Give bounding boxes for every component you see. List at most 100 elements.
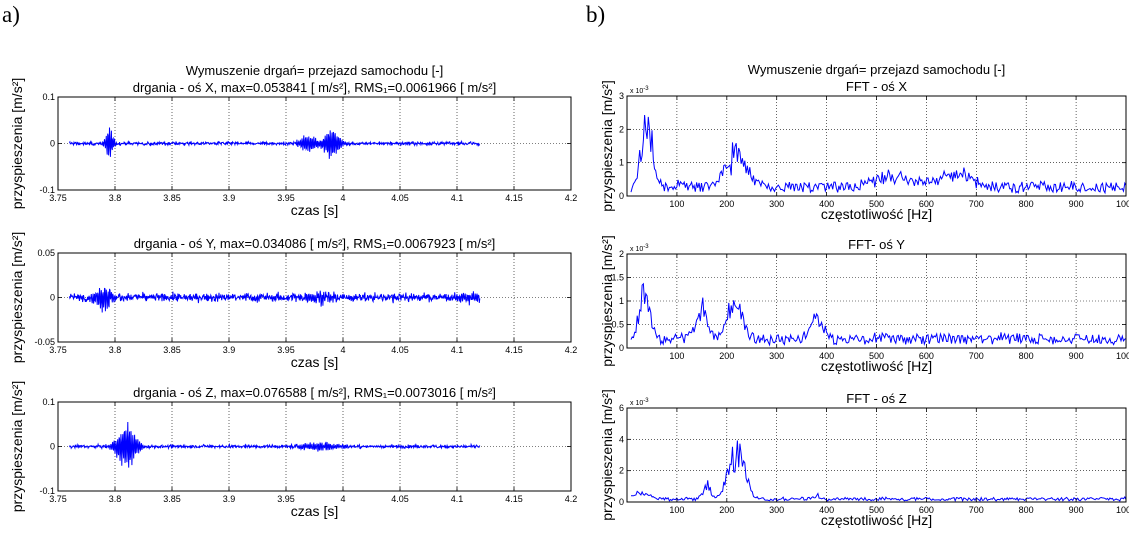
chart-title: FFT- oś Y: [848, 237, 905, 252]
x-axis-label: czas [s]: [291, 354, 338, 370]
x-axis-label: częstotliwość [Hz]: [821, 512, 932, 528]
x-tick-label: 100: [669, 351, 684, 361]
y-tick-label: 4: [619, 434, 624, 444]
x-tick-label: 200: [719, 199, 734, 209]
x-tick-label: 400: [819, 351, 834, 361]
x-tick-label: 300: [769, 199, 784, 209]
x-tick-label: 4: [340, 345, 345, 355]
y-tick-label: 0: [50, 139, 55, 149]
x-tick-label: 3.75: [49, 193, 67, 203]
y-tick-label: 3: [619, 91, 624, 101]
y-tick-label: 0: [619, 497, 624, 507]
x-tick-label: 300: [769, 505, 784, 515]
x-tick-label: 900: [1069, 199, 1084, 209]
x-tick-label: 500: [869, 351, 884, 361]
x-tick-label: 4.1: [451, 345, 464, 355]
series-line-a1: [68, 127, 481, 159]
x-tick-label: 4.05: [391, 193, 409, 203]
x-tick-label: 500: [869, 505, 884, 515]
x-tick-label: 3.95: [277, 193, 295, 203]
x-tick-label: 4.05: [391, 494, 409, 504]
y-tick-label: -0.1: [39, 185, 55, 195]
x-tick-label: 600: [919, 199, 934, 209]
y-axis-label: przyspieszenia [m/s²]: [599, 389, 615, 520]
chart-suptitle: Wymuszenie drgań= przejazd samochodu [-]: [186, 63, 443, 78]
y-axis-label: przyspieszenia [m/s²]: [9, 232, 25, 363]
y-scale-note: x 10-3: [630, 398, 649, 407]
x-tick-label: 800: [1019, 351, 1034, 361]
x-tick-label: 3.95: [277, 494, 295, 504]
x-tick-label: 3.75: [49, 494, 67, 504]
chart-suptitle: Wymuszenie drgań= przejazd samochodu [-]: [748, 62, 1005, 77]
plot-area: [627, 408, 1126, 502]
y-tick-label: 0.5: [611, 320, 624, 330]
chart-a1: 3.75 3.8 3.85 3.9 3.95 4 4.05 4.1 4.15 4.2 -0.1 0 0.…: [9, 63, 577, 218]
chart-a3: 3.75 3.8 3.85 3.9 3.95 4 4.05 4.1 4.15 4.2 -0.1 0 0.…: [9, 381, 577, 519]
x-tick-label: 4: [340, 494, 345, 504]
x-tick-label: 600: [919, 505, 934, 515]
x-tick-label: 3.85: [163, 345, 181, 355]
y-axis-label: przyspieszenia [m/s²]: [9, 381, 25, 512]
series-line-b2: [630, 282, 1127, 347]
y-tick-label: 1: [619, 158, 624, 168]
x-tick-label: 3.75: [49, 345, 67, 355]
y-tick-label: 0: [619, 191, 624, 201]
y-axis-label: przyspieszenia [m/s²]: [9, 78, 25, 209]
x-tick-label: 700: [969, 199, 984, 209]
y-tick-label: 0: [619, 343, 624, 353]
y-tick-label: 0: [50, 293, 55, 303]
panel-label-a: a): [2, 2, 20, 27]
chart-a2: 3.75 3.8 3.85 3.9 3.95 4 4.05 4.1 4.15 4.2 -0.05 0 0…: [9, 232, 577, 370]
x-tick-label: 300: [769, 351, 784, 361]
x-tick-label: 3.8: [109, 193, 122, 203]
y-tick-label: -0.1: [39, 486, 55, 496]
series-line-a3: [68, 421, 481, 468]
x-tick-label: 4.1: [451, 193, 464, 203]
x-axis-label: częstotliwość [Hz]: [821, 206, 932, 222]
y-tick-label: 6: [619, 403, 624, 413]
y-tick-label: -0.05: [34, 337, 55, 347]
x-tick-label: 4.2: [565, 193, 578, 203]
x-tick-label: 3.8: [109, 345, 122, 355]
x-tick-label: 900: [1069, 505, 1084, 515]
x-axis-label: czas [s]: [291, 503, 338, 519]
x-tick-label: 100: [669, 199, 684, 209]
x-axis-label: częstotliwość [Hz]: [821, 358, 932, 374]
x-tick-label: 500: [869, 199, 884, 209]
x-tick-label: 4.2: [565, 494, 578, 504]
series-line-a2: [68, 287, 481, 313]
x-tick-label: 100: [669, 505, 684, 515]
y-tick-label: 0.1: [42, 397, 55, 407]
y-tick-label: 0: [50, 442, 55, 452]
x-tick-label: 700: [969, 505, 984, 515]
x-tick-label: 3.85: [163, 494, 181, 504]
panel-label-b: b): [586, 2, 606, 27]
y-tick-label: 2: [619, 466, 624, 476]
chart-title: FFT - oś Z: [846, 391, 906, 406]
x-tick-label: 700: [969, 351, 984, 361]
x-tick-label: 200: [719, 351, 734, 361]
chart-title: FFT - oś X: [846, 79, 907, 94]
x-tick-label: 200: [719, 505, 734, 515]
chart-title: drgania - oś Z, max=0.076588 [ m/s²], RM…: [133, 385, 496, 400]
x-tick-label: 3.95: [277, 345, 295, 355]
y-tick-label: 0.05: [37, 248, 55, 258]
y-tick-label: 2: [619, 124, 624, 134]
x-tick-label: 3.85: [163, 193, 181, 203]
x-tick-label: 4.1: [451, 494, 464, 504]
x-tick-label: 4.15: [505, 494, 523, 504]
x-tick-label: 3.8: [109, 494, 122, 504]
x-axis-label: czas [s]: [291, 202, 338, 218]
series-line-b3: [630, 440, 1127, 503]
y-scale-note: x 10-3: [630, 244, 649, 253]
x-tick-label: 400: [819, 199, 834, 209]
x-tick-label: 4.15: [505, 193, 523, 203]
x-tick-label: 800: [1019, 505, 1034, 515]
x-tick-label: 4.05: [391, 345, 409, 355]
y-axis-label: przyspieszenia [m/s²]: [599, 80, 615, 211]
x-tick-label: 3.9: [223, 345, 236, 355]
